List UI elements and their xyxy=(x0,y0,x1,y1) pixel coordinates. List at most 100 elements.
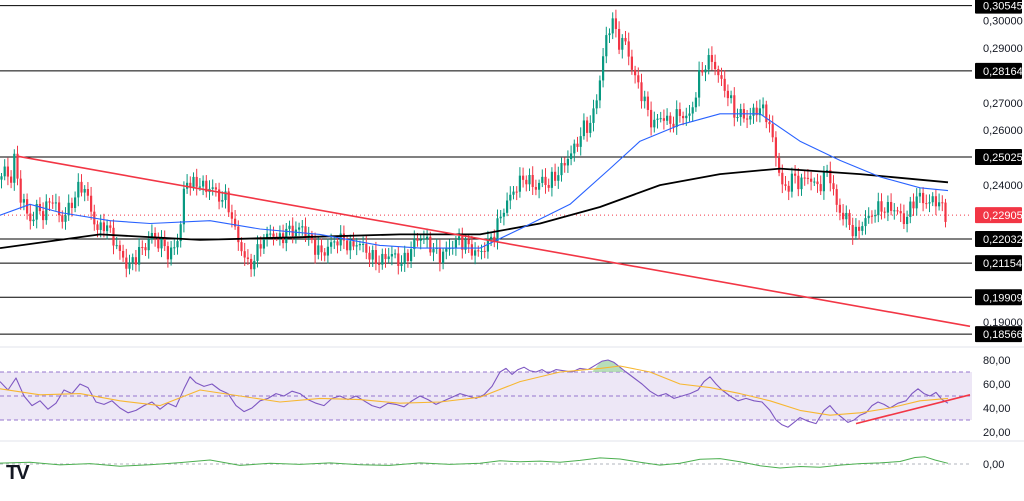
price-axis-tick-label: 0,30000 xyxy=(983,16,1023,28)
price-level-label: 0,21154 xyxy=(983,258,1022,270)
candle-up xyxy=(541,176,544,183)
candle-down xyxy=(781,172,784,185)
candle-down xyxy=(154,232,157,238)
candle-up xyxy=(915,196,918,209)
candle-up xyxy=(800,177,803,190)
candle-down xyxy=(122,250,125,258)
candle-down xyxy=(640,82,643,102)
candle-down xyxy=(774,137,777,158)
price-level-label: 0,25025 xyxy=(983,152,1023,164)
candle-up xyxy=(528,174,531,185)
candle-up xyxy=(474,250,477,256)
candle-up xyxy=(387,256,390,260)
candle-up xyxy=(202,180,205,187)
candle-down xyxy=(378,263,381,265)
candle-down xyxy=(102,222,105,232)
candle-down xyxy=(250,258,253,270)
candle-down xyxy=(870,215,873,217)
price-axis-tick-label: 0,26000 xyxy=(983,125,1023,137)
candle-up xyxy=(538,182,541,190)
candle-up xyxy=(909,201,912,217)
candle-up xyxy=(173,247,176,249)
price-level-label: 0,18566 xyxy=(983,329,1023,341)
candle-down xyxy=(627,41,630,57)
candle-up xyxy=(643,96,646,102)
candle-up xyxy=(861,226,864,231)
candle-down xyxy=(746,118,749,120)
candle-down xyxy=(522,175,525,180)
candle-up xyxy=(621,37,624,50)
candle-down xyxy=(726,90,729,99)
rsi-axis-tick-label: 40,00 xyxy=(983,403,1011,415)
candle-up xyxy=(608,33,611,36)
candle-down xyxy=(342,233,345,241)
candle-down xyxy=(214,187,217,190)
candle-down xyxy=(346,240,349,251)
ma-200-line xyxy=(0,167,949,249)
price-level-label-box xyxy=(975,231,1022,248)
candle-up xyxy=(99,222,102,230)
candle-up xyxy=(752,107,755,116)
candle-up xyxy=(688,113,691,116)
candle-up xyxy=(502,212,505,217)
candle-down xyxy=(646,96,649,110)
current-price-label: 0,22905 xyxy=(983,210,1023,222)
candle-down xyxy=(890,202,893,211)
candle-down xyxy=(16,153,19,179)
candle-down xyxy=(525,179,528,185)
candle-up xyxy=(147,239,150,251)
candle-down xyxy=(544,176,547,185)
candle-up xyxy=(426,236,429,239)
candle-down xyxy=(797,175,800,190)
candle-down xyxy=(42,211,45,221)
candle-up xyxy=(410,249,413,261)
candle-up xyxy=(160,238,163,249)
candle-down xyxy=(259,244,262,249)
candle-down xyxy=(61,215,64,222)
candle-down xyxy=(6,166,9,177)
candle-up xyxy=(579,136,582,147)
candle-down xyxy=(246,257,249,259)
candle-up xyxy=(666,115,669,121)
candle-up xyxy=(77,181,80,198)
candle-up xyxy=(496,218,499,242)
candle-up xyxy=(179,224,182,242)
price-level-label-box xyxy=(975,0,1022,14)
candle-up xyxy=(253,260,256,270)
candle-down xyxy=(778,157,781,173)
candle-up xyxy=(176,241,179,248)
candle-down xyxy=(662,118,665,121)
candle-up xyxy=(736,117,739,119)
candle-down xyxy=(554,171,557,181)
candle-down xyxy=(80,181,83,193)
candle-up xyxy=(931,196,934,203)
candle-down xyxy=(141,247,144,249)
candle-down xyxy=(234,218,237,227)
candle-down xyxy=(858,226,861,231)
downtrend-line xyxy=(17,155,971,328)
candle-up xyxy=(442,251,445,264)
candle-up xyxy=(333,241,336,243)
candle-up xyxy=(480,250,483,252)
candle-up xyxy=(45,201,48,221)
candle-down xyxy=(205,180,208,193)
candle-down xyxy=(19,178,22,203)
candle-down xyxy=(816,181,819,185)
candle-up xyxy=(106,225,109,232)
candle-down xyxy=(291,225,294,237)
candle-up xyxy=(413,239,416,250)
tradingview-logo-icon: TV xyxy=(6,462,30,484)
candle-up xyxy=(602,56,605,81)
candle-up xyxy=(512,191,515,195)
candle-up xyxy=(611,18,614,34)
candle-down xyxy=(304,226,307,238)
candle-up xyxy=(256,244,259,261)
candle-down xyxy=(166,246,169,260)
candle-up xyxy=(301,226,304,228)
candle-down xyxy=(925,203,928,205)
candle-up xyxy=(730,95,733,99)
candle-up xyxy=(867,215,870,219)
rsi-axis-tick-label: 20,00 xyxy=(983,427,1011,439)
